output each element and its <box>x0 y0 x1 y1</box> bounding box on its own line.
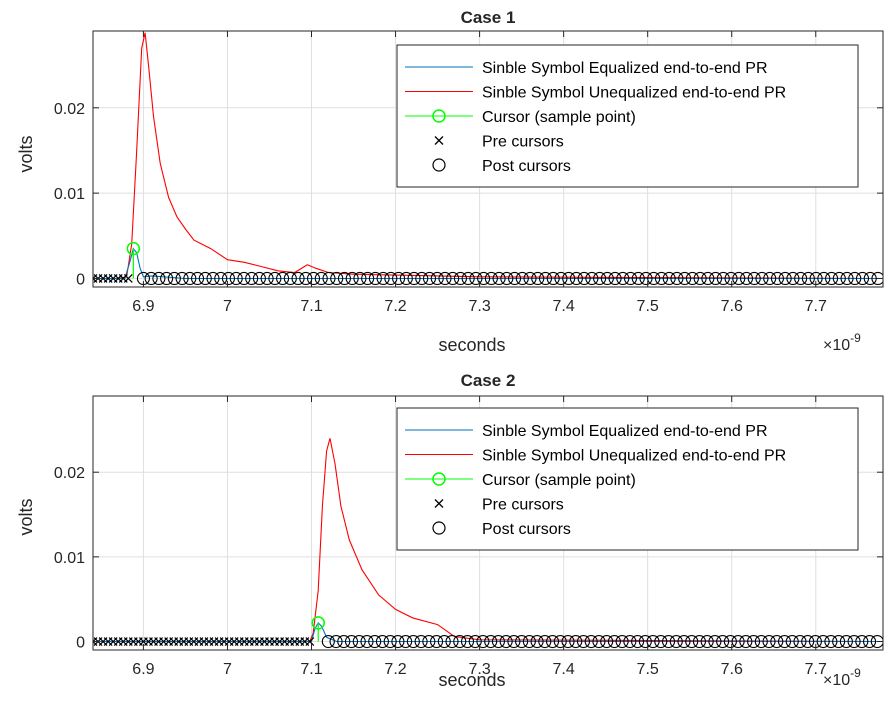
x-tick-label: 7.2 <box>384 661 406 678</box>
legend: Sinble Symbol Equalized end-to-end PR Sin… <box>397 45 858 187</box>
x-axis-label: seconds <box>438 335 505 355</box>
x-axis-exponent-power: -9 <box>850 331 861 345</box>
chart-case-2: Case 2 volts seconds ×10-9 6.9 7 7.1 7.2 7.3… <box>16 371 883 690</box>
x-tick-label: 6.9 <box>132 661 154 678</box>
legend-label: Sinble Symbol Unequalized end-to-end PR <box>482 85 786 102</box>
x-axis-exponent-base: ×10 <box>823 672 850 689</box>
x-tick-label: 7.5 <box>637 298 659 315</box>
y-tick-label: 0.01 <box>54 550 85 567</box>
y-tick-label: 0 <box>76 271 85 288</box>
x-tick-label: 7.6 <box>721 661 743 678</box>
x-tick-label: 7.7 <box>805 661 827 678</box>
x-tick-label: 7.4 <box>553 298 575 315</box>
legend-label: Cursor (sample point) <box>482 472 636 489</box>
legend: Sinble Symbol Equalized end-to-end PR Sin… <box>397 408 858 550</box>
x-tick-label: 6.9 <box>132 298 154 315</box>
x-tick-label: 7.6 <box>721 298 743 315</box>
x-tick-label: 7.2 <box>384 298 406 315</box>
legend-label: Sinble Symbol Unequalized end-to-end PR <box>482 448 786 465</box>
x-axis-exponent-power: -9 <box>850 666 861 680</box>
x-axis-exponent: ×10-9 <box>823 331 861 354</box>
chart-title: Case 2 <box>461 371 516 390</box>
legend-label: Sinble Symbol Equalized end-to-end PR <box>482 423 768 440</box>
legend-label: Cursor (sample point) <box>482 109 636 126</box>
y-tick-label: 0.02 <box>54 101 85 118</box>
x-tick-label: 7.1 <box>300 661 322 678</box>
x-tick-label: 7 <box>223 298 232 315</box>
legend-label: Post cursors <box>482 158 571 175</box>
x-tick-label: 7.4 <box>553 661 575 678</box>
x-tick-label: 7.1 <box>300 298 322 315</box>
y-axis-label: volts <box>16 498 36 535</box>
y-axis-label: volts <box>16 135 36 172</box>
y-tick-label: 0 <box>76 635 85 652</box>
x-tick-label: 7.3 <box>468 298 490 315</box>
chart-title: Case 1 <box>461 8 516 27</box>
legend-label: Sinble Symbol Equalized end-to-end PR <box>482 60 768 77</box>
x-tick-label: 7.3 <box>468 661 490 678</box>
legend-label: Post cursors <box>482 521 571 538</box>
x-tick-label: 7.7 <box>805 298 827 315</box>
legend-label: Pre cursors <box>482 497 564 514</box>
y-tick-label: 0.02 <box>54 465 85 482</box>
y-tick-label: 0.01 <box>54 186 85 203</box>
x-axis-exponent: ×10-9 <box>823 666 861 689</box>
chart-case-1: Case 1 volts seconds ×10-9 6.9 7 7.1 7.2 7.3… <box>16 8 884 355</box>
legend-label: Pre cursors <box>482 134 564 151</box>
x-tick-label: 7 <box>223 661 232 678</box>
x-axis-exponent-base: ×10 <box>823 337 850 354</box>
x-tick-label: 7.5 <box>637 661 659 678</box>
